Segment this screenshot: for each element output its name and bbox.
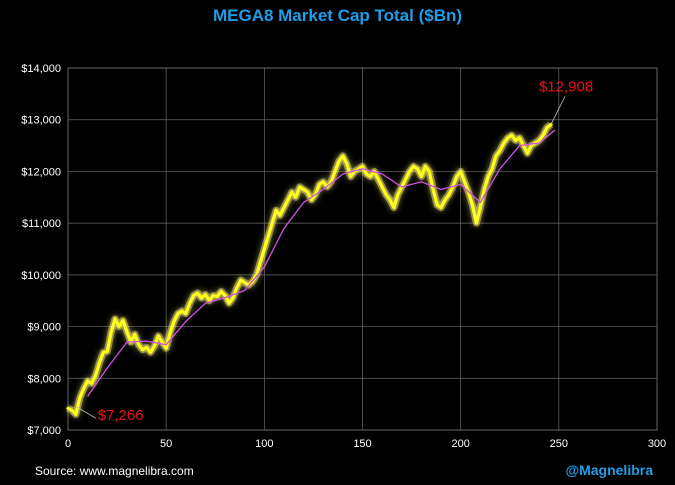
- y-tick-label: $13,000: [21, 115, 61, 127]
- moving-average-line: [87, 129, 556, 397]
- x-tick-label: 150: [353, 438, 371, 450]
- x-tick-label: 100: [255, 438, 273, 450]
- x-tick-label: 200: [451, 438, 469, 450]
- gridlines: [67, 67, 658, 431]
- x-tick-label: 300: [648, 438, 666, 450]
- annotations: $7,266 $12,908: [75, 78, 593, 424]
- y-tick-label: $7,000: [27, 425, 61, 437]
- high-annotation: $12,908: [539, 78, 593, 95]
- y-tick-label: $11,000: [22, 218, 61, 230]
- market-cap-glow: [66, 121, 554, 418]
- low-annotation-leader: [75, 405, 96, 419]
- source-credit: Source: www.magnelibra.com: [35, 464, 194, 478]
- y-tick-label: $9,000: [27, 322, 61, 334]
- x-tick-label: 250: [550, 438, 568, 450]
- y-tick-label: $14,000: [21, 63, 61, 75]
- x-tick-label: 50: [160, 438, 172, 450]
- chart-title: MEGA8 Market Cap Total ($Bn): [212, 6, 463, 25]
- market-cap-line: [66, 122, 553, 417]
- y-tick-label: $8,000: [27, 373, 61, 385]
- low-annotation: $7,266: [98, 407, 144, 424]
- x-tick-label: 0: [65, 438, 71, 450]
- y-tick-label: $10,000: [21, 270, 61, 282]
- author-handle: @Magnelibra: [565, 462, 653, 478]
- high-annotation-leader: [550, 96, 566, 125]
- y-tick-label: $12,000: [21, 166, 61, 178]
- axis-tick-labels: $7,000 $8,000 $9,000 $10,000 $11,000 $12,000 $…: [21, 63, 666, 450]
- series-layer: [66, 121, 556, 418]
